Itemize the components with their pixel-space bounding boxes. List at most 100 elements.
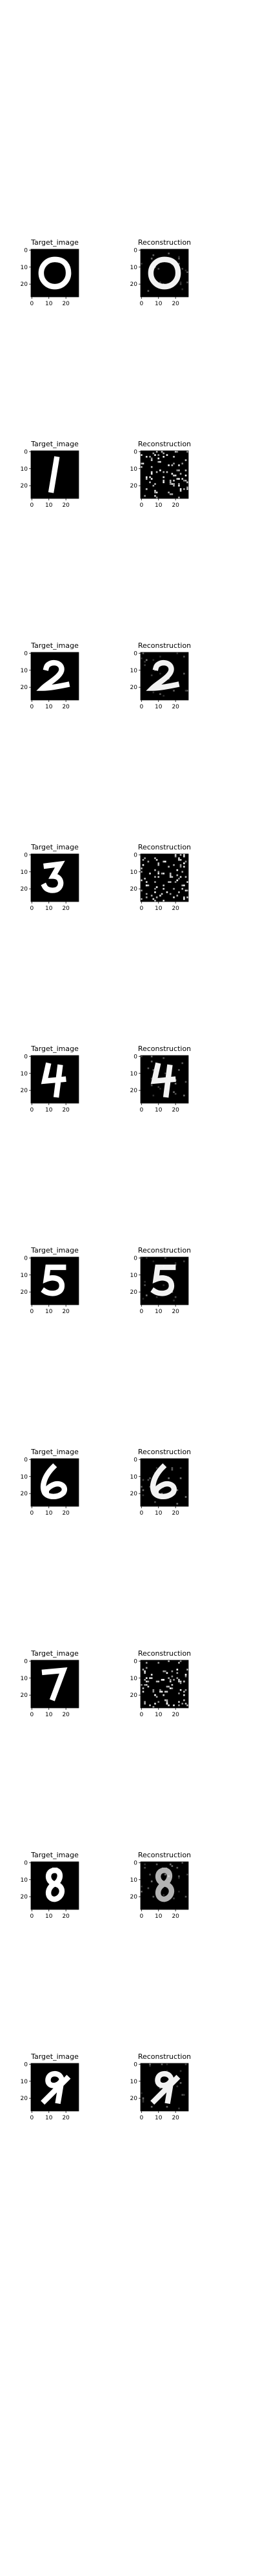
digit-stroke [41, 2070, 71, 2105]
noise-pixel [161, 451, 163, 453]
noise-pixel [145, 1294, 148, 1296]
digit-stroke [150, 1264, 176, 1296]
noise-pixel [178, 1890, 180, 1893]
noise-pixel [163, 1679, 164, 1681]
axes-frame [30, 1055, 79, 1104]
noise-pixel [163, 471, 164, 473]
noise-pixel [150, 473, 153, 475]
noise-pixel [147, 884, 150, 887]
noise-pixel [142, 864, 144, 866]
digit-stroke [38, 256, 72, 290]
axes-frame [30, 1458, 79, 1507]
y-tick-label: 10 [130, 1877, 138, 1884]
x-tick-label: 10 [155, 1107, 163, 1113]
noise-pixel [186, 488, 188, 490]
noise-pixel [149, 2065, 151, 2067]
noise-pixel [186, 1669, 188, 1671]
target-title: Target_image [30, 641, 79, 650]
noise-pixel [178, 469, 180, 471]
y-tick-label: 20 [21, 1491, 28, 1497]
y-tick-label: 0 [134, 1860, 137, 1866]
noise-pixel [176, 1866, 179, 1869]
noise-pixel [144, 661, 146, 663]
noise-pixel [150, 1060, 153, 1063]
noise-pixel [141, 263, 143, 265]
noise-pixel [154, 891, 156, 893]
noise-pixel [145, 478, 148, 480]
x-tick-label: 10 [45, 301, 53, 307]
x-tick-label: 20 [62, 1309, 70, 1315]
noise-pixel [184, 889, 187, 892]
noise-pixel [152, 1706, 155, 1708]
noise-pixel [163, 481, 164, 484]
digit-stroke [150, 2070, 181, 2105]
x-tick-label: 20 [62, 301, 70, 307]
noise-pixel [173, 887, 175, 890]
y-tick-label: 20 [130, 483, 138, 489]
noise-pixel [144, 1701, 146, 1703]
noise-pixel [145, 893, 148, 895]
axes-frame [140, 1861, 189, 1910]
noise-pixel [145, 1257, 148, 1259]
noise-pixel [163, 900, 164, 902]
reconstruction-title: Reconstruction [138, 843, 191, 851]
noise-pixel [179, 281, 182, 283]
noise-pixel [186, 271, 188, 273]
x-tick-label: 20 [172, 2115, 179, 2121]
noise-pixel [150, 471, 153, 473]
noise-pixel [183, 884, 185, 887]
noise-pixel [163, 887, 164, 890]
noise-pixel [144, 1672, 146, 1674]
noise-pixel [178, 1875, 180, 1877]
noise-pixel [181, 884, 184, 887]
digit-stroke [41, 1062, 66, 1098]
y-tick-label: 0 [134, 852, 137, 858]
y-tick-label: 0 [134, 1255, 137, 1262]
noise-pixel [155, 886, 158, 888]
noise-pixel [149, 476, 151, 478]
noise-pixel [142, 2101, 144, 2103]
noise-pixel [184, 860, 187, 863]
noise-pixel [144, 1281, 146, 1283]
noise-pixel [164, 1072, 166, 1075]
digit-stroke [41, 1264, 66, 1296]
noise-pixel [163, 479, 164, 482]
noise-pixel [173, 479, 175, 482]
noise-pixel [161, 1690, 163, 1693]
noise-pixel [163, 1284, 164, 1286]
y-tick-label: 20 [130, 1894, 138, 1900]
noise-pixel [144, 1863, 146, 1866]
noise-pixel [186, 690, 188, 692]
noise-pixel [169, 481, 172, 484]
noise-pixel [186, 281, 188, 283]
x-tick-label: 20 [62, 704, 70, 710]
noise-pixel [154, 495, 156, 497]
noise-pixel [179, 488, 182, 490]
y-tick-label: 10 [130, 2079, 138, 2085]
noise-pixel [150, 466, 153, 468]
noise-pixel [157, 871, 160, 873]
noise-pixel [181, 887, 184, 890]
noise-pixel [186, 451, 188, 453]
noise-pixel [166, 1699, 168, 1701]
digit-stroke [148, 256, 181, 290]
noise-pixel [184, 1895, 187, 1898]
noise-pixel [176, 869, 179, 871]
x-tick-label: 0 [30, 1510, 34, 1517]
axes-frame [30, 652, 79, 701]
noise-pixel [179, 2070, 182, 2072]
noise-pixel [178, 263, 180, 265]
y-tick-label: 10 [130, 869, 138, 876]
noise-pixel [144, 1703, 146, 1705]
noise-pixel [168, 881, 170, 883]
image-background [31, 1257, 79, 1305]
noise-pixel [179, 1680, 182, 1683]
noise-pixel [173, 690, 175, 692]
noise-pixel [161, 893, 163, 895]
y-tick-label: 10 [130, 1071, 138, 1077]
noise-pixel [178, 483, 180, 485]
noise-pixel [161, 1679, 163, 1681]
noise-pixel [173, 864, 175, 866]
y-tick-label: 20 [130, 2096, 138, 2102]
